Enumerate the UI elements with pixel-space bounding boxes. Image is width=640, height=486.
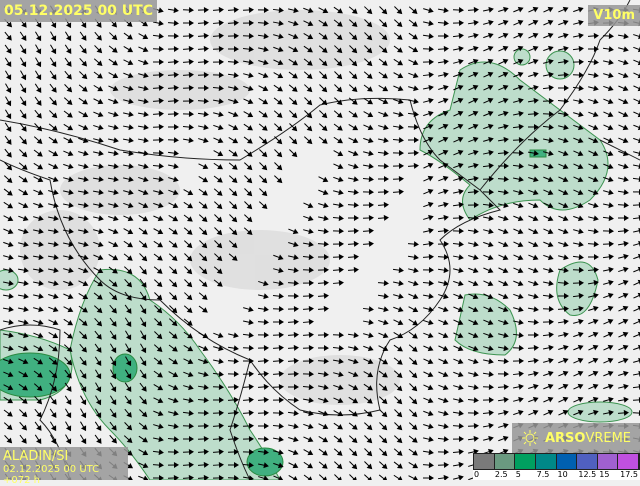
legend-color-6: [598, 454, 619, 469]
model-name: ALADIN/SI: [3, 449, 125, 464]
model-run: 02.12.2025 00 UTC +072 h: [3, 464, 125, 486]
legend-tick-label: 7.5: [537, 470, 550, 479]
legend-tick-label: 5: [516, 470, 521, 479]
legend-tick-label: 10: [558, 470, 568, 479]
legend-tick-label: 0: [474, 470, 479, 479]
legend-tick-label: 2.5: [495, 470, 508, 479]
legend-color-2: [515, 454, 536, 469]
legend-color-5: [577, 454, 598, 469]
legend-tick-label: 15: [599, 470, 609, 479]
legend-tick-label: 17.5: [620, 470, 638, 479]
legend-color-0: [474, 454, 495, 469]
brand-logo: ARSOVREME: [512, 423, 640, 453]
brand-name-light: VREME: [585, 431, 631, 446]
sun-icon: [521, 429, 539, 447]
model-info: ALADIN/SI 02.12.2025 00 UTC +072 h: [0, 447, 128, 480]
brand-name-bold: ARSO: [545, 431, 586, 446]
legend-color-4: [557, 454, 578, 469]
variable-label: V10m: [588, 5, 640, 26]
forecast-time-title: 05.12.2025 00 UTC: [0, 0, 157, 22]
legend-color-7: [618, 454, 639, 469]
legend-tick-label: 12.5: [578, 470, 596, 479]
legend-color-3: [536, 454, 557, 469]
legend-color-1: [495, 454, 516, 469]
